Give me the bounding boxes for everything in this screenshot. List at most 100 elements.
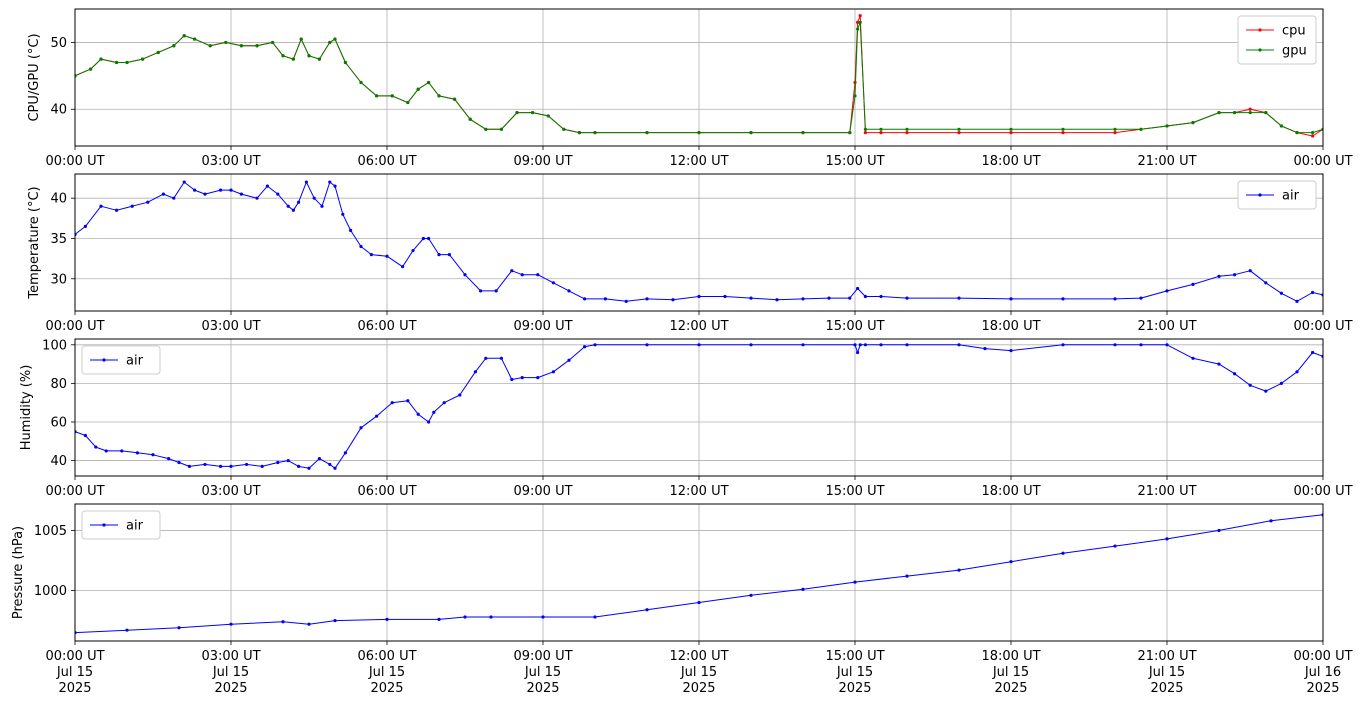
data-point-gpu (271, 40, 275, 45)
data-point-air (463, 273, 467, 277)
data-point-air (390, 401, 394, 405)
data-point-air (645, 608, 649, 612)
data-point-air (536, 375, 540, 380)
data-point-air (858, 343, 862, 347)
x-tick-label: 15:00 UT (825, 484, 884, 499)
x-tick-label: 21:00 UT (1137, 154, 1196, 169)
data-point-gpu (281, 54, 285, 58)
data-point-air (801, 343, 805, 347)
data-point-air (856, 350, 860, 355)
data-point-air (177, 460, 181, 465)
data-point-air (359, 426, 363, 430)
legend-label-gpu: gpu (1282, 44, 1307, 59)
data-point-cpu (863, 131, 868, 135)
data-point-air (401, 265, 405, 269)
x-tick-label: 18:00 UT (981, 649, 1040, 664)
data-point-gpu (328, 40, 332, 45)
data-point-air (1233, 372, 1237, 376)
data-point-air (853, 343, 857, 347)
x-tick-label: 00:00 UT (1293, 649, 1352, 664)
data-point-air (1061, 343, 1065, 347)
data-point-air (276, 192, 280, 196)
data-point-air (385, 254, 389, 258)
data-point-gpu (291, 57, 295, 61)
data-point-gpu (1217, 110, 1221, 115)
data-point-air (1233, 273, 1237, 277)
data-point-air (1165, 343, 1169, 347)
data-point-air (1061, 551, 1065, 555)
data-point-air (624, 299, 628, 303)
data-point-air (551, 281, 556, 285)
data-point-cpu (957, 131, 961, 135)
data-point-air (385, 617, 389, 621)
data-point-gpu (546, 114, 550, 118)
x-tick-label: 00:00 UT (45, 649, 104, 664)
data-point-gpu (343, 60, 347, 65)
data-point-air (479, 289, 483, 293)
data-point-air (1113, 343, 1117, 347)
x-tick-label: 00:00 UT (1293, 154, 1352, 169)
x-tick-label: 03:00 UT (201, 649, 260, 664)
data-point-gpu (1113, 127, 1117, 131)
x-tick-label: 06:00 UT (357, 319, 416, 334)
data-point-air (255, 196, 259, 200)
data-point-air (320, 204, 324, 208)
x-tick-label: 09:00 UT (513, 649, 572, 664)
data-point-air (317, 457, 321, 461)
y-tick-label: 1005 (34, 524, 67, 539)
data-point-air (333, 184, 337, 188)
data-point-air (416, 412, 420, 416)
data-point-gpu (593, 131, 597, 135)
x-tick-label: 09:00 UT (513, 154, 572, 169)
data-point-air (863, 294, 868, 299)
data-point-gpu (182, 34, 186, 38)
x-tick-label: 15:00 UT (825, 649, 884, 664)
data-point-gpu (801, 131, 805, 135)
y-tick-label: 1000 (34, 584, 67, 599)
data-point-gpu (863, 127, 868, 131)
x-tick-date-label: Jul 15 (680, 665, 717, 680)
data-point-gpu (562, 127, 566, 131)
legend: air (81, 510, 161, 540)
data-point-air (328, 180, 332, 184)
data-point-air (1061, 297, 1065, 301)
data-point-air (297, 464, 301, 468)
x-tick-label: 18:00 UT (981, 319, 1040, 334)
data-point-gpu (125, 60, 129, 65)
x-tick-label: 00:00 UT (45, 154, 104, 169)
data-point-gpu (645, 131, 649, 135)
data-point-air (494, 289, 498, 293)
legend-label-cpu: cpu (1282, 24, 1306, 39)
data-point-gpu (224, 40, 228, 45)
data-point-air (1264, 389, 1268, 393)
x-tick-date-label: 2025 (58, 681, 91, 696)
data-point-air (286, 458, 290, 463)
data-point-air (1269, 519, 1273, 523)
series-line-air (75, 344, 1323, 469)
axes-frame (74, 338, 1324, 477)
data-point-gpu (1311, 131, 1315, 135)
data-point-air (697, 294, 701, 299)
data-point-air (1311, 290, 1315, 295)
data-point-air (957, 343, 961, 347)
data-point-air (541, 615, 545, 619)
data-point-air (229, 464, 233, 468)
data-point-gpu (427, 80, 431, 85)
x-tick-date-label: Jul 16 (1304, 665, 1341, 680)
x-tick-date-label: Jul 15 (56, 665, 93, 680)
data-point-air (957, 568, 961, 572)
data-point-air (463, 615, 467, 619)
x-tick-label: 03:00 UT (201, 319, 260, 334)
data-point-air (489, 615, 493, 619)
legend: cpu gpu (1237, 15, 1317, 65)
data-point-air (328, 462, 332, 467)
data-point-air (83, 433, 87, 438)
data-point-air (1139, 296, 1143, 300)
x-tick-label: 00:00 UT (1293, 484, 1352, 499)
y-tick-label: 50 (50, 36, 67, 51)
data-point-air (406, 399, 410, 403)
data-point-air (458, 393, 462, 397)
legend-label-air: air (126, 354, 144, 369)
